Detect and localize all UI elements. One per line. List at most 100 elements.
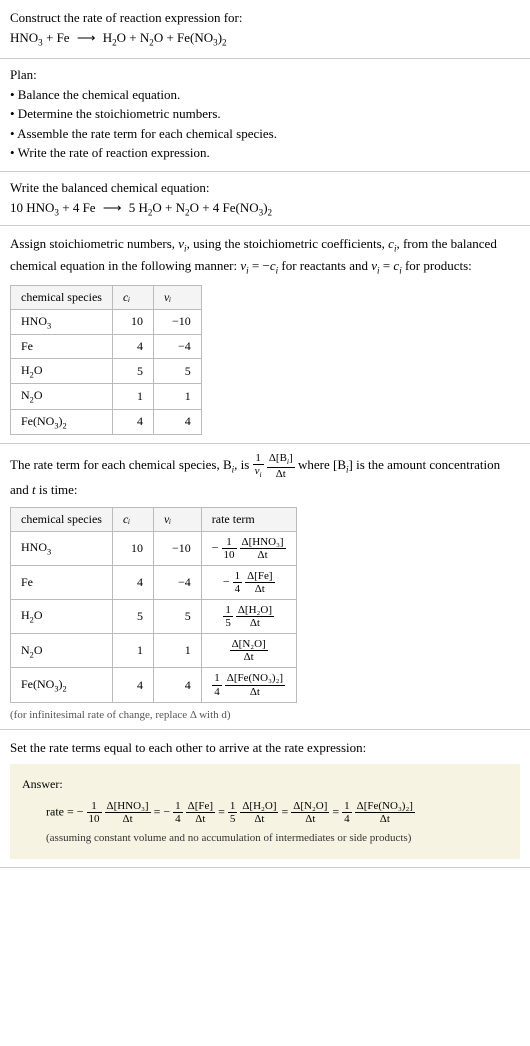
plus: +: [46, 30, 57, 45]
plus: +: [129, 30, 140, 45]
cell-species: HNO3: [11, 531, 113, 565]
cell-vi: −10: [153, 309, 201, 334]
term: N2O: [176, 200, 199, 215]
fraction: Δ[Bi]Δt: [267, 452, 295, 480]
cell-rate: Δ[N₂O]Δt: [201, 634, 296, 668]
table-header-row: chemical species cᵢ νᵢ: [11, 285, 202, 309]
cell-vi: 5: [153, 600, 201, 634]
cell-ci: 4: [112, 565, 153, 599]
plan-item: • Determine the stoichiometric numbers.: [10, 104, 520, 124]
plus: +: [202, 200, 213, 215]
final-title: Set the rate terms equal to each other t…: [10, 738, 520, 759]
term: 4 Fe(NO3)2: [213, 200, 272, 215]
infinitesimal-note: (for infinitesimal rate of change, repla…: [10, 709, 520, 721]
rate-label: rate =: [46, 804, 77, 818]
col-rate: rate term: [201, 507, 296, 531]
species-n2o: N2O: [140, 30, 163, 45]
answer-label: Answer:: [22, 774, 508, 796]
cell-rate: 14 Δ[Fe(NO₃)₂]Δt: [201, 668, 296, 702]
col-species: chemical species: [11, 285, 113, 309]
stoich-paragraph: Assign stoichiometric numbers, νi, using…: [10, 234, 520, 278]
species-fe: Fe: [57, 30, 70, 45]
cell-ci: 10: [112, 531, 153, 565]
cell-vi: 1: [153, 384, 201, 409]
col-vi: νᵢ: [153, 507, 201, 531]
table-row: H2O 5 5: [11, 359, 202, 384]
cell-vi: 5: [153, 359, 201, 384]
term: 10 HNO3: [10, 200, 59, 215]
cell-vi: −4: [153, 565, 201, 599]
plan-title: Plan:: [10, 67, 520, 83]
table-row: Fe 4 −4 − 14 Δ[Fe]Δt: [11, 565, 297, 599]
table-row: HNO3 10 −10 − 110 Δ[HNO₃]Δt: [11, 531, 297, 565]
col-species: chemical species: [11, 507, 113, 531]
cell-species: Fe: [11, 335, 113, 359]
cell-vi: 4: [153, 668, 201, 702]
plan-item: • Assemble the rate term for each chemic…: [10, 124, 520, 144]
stoich-table: chemical species cᵢ νᵢ HNO3 10 −10 Fe 4 …: [10, 285, 202, 436]
table-row: H2O 5 5 15 Δ[H₂O]Δt: [11, 600, 297, 634]
table-row: Fe 4 −4: [11, 335, 202, 359]
term: 4 Fe: [73, 200, 96, 215]
construct-title: Construct the rate of reaction expressio…: [10, 8, 520, 28]
unbalanced-equation: HNO3 + Fe ⟶ H2O + N2O + Fe(NO3)2: [10, 28, 520, 50]
cell-species: N2O: [11, 384, 113, 409]
cell-vi: −10: [153, 531, 201, 565]
table-row: Fe(NO3)2 4 4: [11, 409, 202, 434]
cell-species: Fe(NO3)2: [11, 409, 113, 434]
cell-ci: 1: [112, 384, 153, 409]
cell-ci: 4: [112, 409, 153, 434]
species-h2o: H2O: [103, 30, 126, 45]
cell-rate: − 110 Δ[HNO₃]Δt: [201, 531, 296, 565]
balanced-title: Write the balanced chemical equation:: [10, 180, 520, 196]
cell-ci: 4: [112, 668, 153, 702]
plan-item: • Write the rate of reaction expression.: [10, 143, 520, 163]
plus: +: [165, 200, 176, 215]
cell-vi: 1: [153, 634, 201, 668]
rate-term-section: The rate term for each chemical species,…: [0, 444, 530, 729]
arrow-icon: ⟶: [77, 30, 96, 45]
rate-expression: rate = − 110 Δ[HNO₃]Δt = − 14 Δ[Fe]Δt = …: [22, 800, 508, 825]
table-row: HNO3 10 −10: [11, 309, 202, 334]
rate-term-table: chemical species cᵢ νᵢ rate term HNO3 10…: [10, 507, 297, 703]
cell-ci: 4: [112, 335, 153, 359]
rate-term-paragraph: The rate term for each chemical species,…: [10, 452, 520, 501]
plan-section: Plan: • Balance the chemical equation. •…: [0, 59, 530, 172]
cell-ci: 1: [112, 634, 153, 668]
species-feno32: Fe(NO3)2: [177, 30, 227, 45]
plan-items: • Balance the chemical equation. • Deter…: [10, 85, 520, 163]
cell-species: H2O: [11, 600, 113, 634]
cell-ci: 5: [112, 600, 153, 634]
answer-box: Answer: rate = − 110 Δ[HNO₃]Δt = − 14 Δ[…: [10, 764, 520, 859]
cell-species: HNO3: [11, 309, 113, 334]
balanced-section: Write the balanced chemical equation: 10…: [0, 172, 530, 227]
balanced-equation: 10 HNO3 + 4 Fe ⟶ 5 H2O + N2O + 4 Fe(NO3)…: [10, 200, 520, 218]
cell-species: Fe(NO3)2: [11, 668, 113, 702]
table-row: Fe(NO3)2 4 4 14 Δ[Fe(NO₃)₂]Δt: [11, 668, 297, 702]
cell-ci: 10: [112, 309, 153, 334]
fraction: 1νi: [253, 452, 264, 480]
cell-species: H2O: [11, 359, 113, 384]
col-ci: cᵢ: [112, 285, 153, 309]
plan-item: • Balance the chemical equation.: [10, 85, 520, 105]
cell-rate: − 14 Δ[Fe]Δt: [201, 565, 296, 599]
construct-section: Construct the rate of reaction expressio…: [0, 0, 530, 59]
arrow-icon: ⟶: [103, 200, 122, 215]
col-vi: νᵢ: [153, 285, 201, 309]
term: 5 H2O: [129, 200, 162, 215]
final-section: Set the rate terms equal to each other t…: [0, 730, 530, 868]
cell-rate: 15 Δ[H₂O]Δt: [201, 600, 296, 634]
cell-ci: 5: [112, 359, 153, 384]
table-row: N2O 1 1 Δ[N₂O]Δt: [11, 634, 297, 668]
species-hno3: HNO3: [10, 30, 43, 45]
table-row: N2O 1 1: [11, 384, 202, 409]
cell-vi: −4: [153, 335, 201, 359]
col-ci: cᵢ: [112, 507, 153, 531]
plus: +: [166, 30, 177, 45]
plus: +: [62, 200, 73, 215]
assumption-note: (assuming constant volume and no accumul…: [22, 829, 508, 849]
cell-species: Fe: [11, 565, 113, 599]
cell-species: N2O: [11, 634, 113, 668]
table-header-row: chemical species cᵢ νᵢ rate term: [11, 507, 297, 531]
cell-vi: 4: [153, 409, 201, 434]
